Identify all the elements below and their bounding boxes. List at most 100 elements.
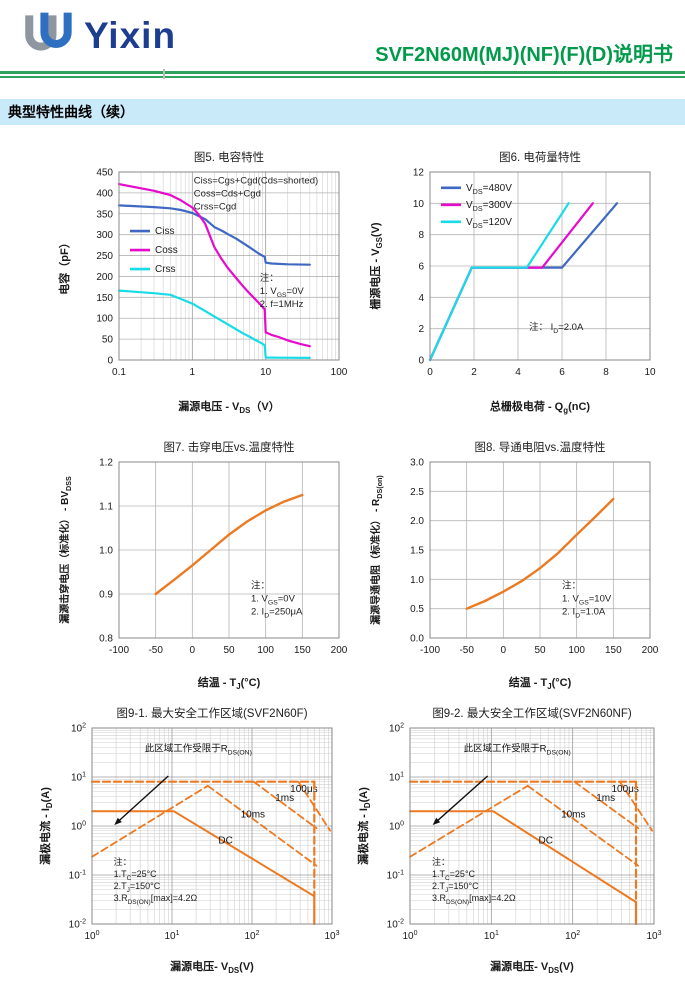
svg-text:100: 100 — [331, 367, 348, 378]
svg-text:102: 102 — [389, 723, 404, 735]
svg-text:102: 102 — [565, 930, 580, 942]
svg-text:150: 150 — [294, 645, 311, 656]
svg-text:图9-2. 最大安全工作区域(SVF2N60NF): 图9-2. 最大安全工作区域(SVF2N60NF) — [432, 706, 632, 720]
svg-text:漏极电流 - ID(A): 漏极电流 - ID(A) — [356, 787, 372, 865]
svg-text:102: 102 — [71, 723, 86, 735]
svg-text:400: 400 — [96, 188, 113, 199]
svg-text:1.0: 1.0 — [410, 575, 424, 586]
svg-text:100: 100 — [389, 821, 404, 833]
svg-text:102: 102 — [244, 930, 259, 942]
svg-text:1.TC=25°C: 1.TC=25°C — [114, 869, 158, 882]
fig9-1-soa-chart: 100μs 1ms 10ms DC 100 101 102 103 102 101 100 10-1 1… — [36, 702, 348, 983]
svg-text:450: 450 — [96, 168, 113, 179]
svg-text:2.5: 2.5 — [410, 487, 424, 498]
svg-text:0: 0 — [418, 356, 424, 367]
svg-text:0: 0 — [501, 645, 507, 656]
header: Yixin SVF2N60M(MJ)(NF)(F)(D)说明书 — [0, 0, 685, 70]
svg-text:1.5: 1.5 — [410, 546, 424, 557]
svg-text:10-1: 10-1 — [69, 870, 86, 882]
header-divider — [0, 69, 685, 79]
svg-text:漏源电压- VDS(V): 漏源电压- VDS(V) — [170, 959, 254, 975]
svg-text:1ms: 1ms — [596, 793, 615, 804]
svg-text:200: 200 — [331, 645, 348, 656]
svg-text:3.RDS(ON)[max]=4.2Ω: 3.RDS(ON)[max]=4.2Ω — [114, 893, 198, 906]
document-title: SVF2N60M(MJ)(NF)(F)(D)说明书 — [375, 44, 673, 66]
svg-text:350: 350 — [96, 209, 113, 220]
svg-text:2. ID=250μA: 2. ID=250μA — [251, 607, 303, 620]
svg-text:6: 6 — [418, 262, 424, 273]
svg-text:100: 100 — [568, 645, 585, 656]
svg-text:10-2: 10-2 — [387, 919, 404, 931]
svg-text:150: 150 — [605, 645, 622, 656]
svg-text:注：: 注： — [251, 580, 270, 592]
svg-text:10: 10 — [644, 367, 656, 378]
svg-text:8: 8 — [603, 367, 609, 378]
svg-text:Ciss: Ciss — [155, 226, 174, 237]
svg-text:DC: DC — [538, 835, 552, 846]
svg-text:0: 0 — [427, 367, 433, 378]
svg-text:3.RDS(ON)[max]=4.2Ω: 3.RDS(ON)[max]=4.2Ω — [432, 893, 516, 906]
svg-text:2.0: 2.0 — [410, 516, 424, 527]
svg-text:1. VGS=10V: 1. VGS=10V — [562, 594, 612, 607]
svg-text:Coss=Cds+Cgd: Coss=Cds+Cgd — [194, 188, 261, 199]
svg-text:栅源电压 - VGS(V): 栅源电压 - VGS(V) — [368, 222, 384, 310]
svg-text:150: 150 — [96, 293, 113, 304]
svg-text:0.5: 0.5 — [410, 604, 424, 615]
svg-text:2: 2 — [418, 324, 424, 335]
svg-text:图6. 电荷量特性: 图6. 电荷量特性 — [499, 150, 581, 164]
svg-text:101: 101 — [71, 772, 86, 784]
svg-text:101: 101 — [389, 772, 404, 784]
yixin-logo: Yixin — [20, 10, 176, 60]
svg-text:4: 4 — [418, 293, 424, 304]
fig6-gate-charge-chart: 0 2 4 6 8 10 0 2 4 6 8 10 12 图6. 电荷量特性 总栅极电荷 - Qg(nC) 栅… — [366, 146, 666, 423]
svg-text:1ms: 1ms — [275, 793, 294, 804]
svg-text:8: 8 — [418, 230, 424, 241]
svg-text:50: 50 — [534, 645, 546, 656]
svg-text:101: 101 — [164, 930, 179, 942]
svg-text:注：: 注： — [562, 580, 581, 592]
svg-text:-100: -100 — [420, 645, 440, 656]
svg-text:10: 10 — [413, 199, 425, 210]
fig7-plot: -100 -50 0 50 100 150 200 0.8 0.9 1.0 1.1 1.2 图7. 击穿… — [58, 440, 348, 691]
fig5-plot: 0.1 1 10 100 0 50 100 150 200 250 300 350 400 450 图5. … — [57, 150, 348, 415]
svg-text:10ms: 10ms — [241, 809, 265, 820]
svg-text:Ciss=Cgs+Cgd(Cds=shorted): Ciss=Cgs+Cgd(Cds=shorted) — [194, 175, 318, 186]
svg-text:50: 50 — [223, 645, 235, 656]
divider-line-bottom — [0, 76, 685, 78]
svg-text:2.TJ=150°C: 2.TJ=150°C — [432, 881, 479, 894]
svg-text:100: 100 — [257, 645, 274, 656]
svg-text:VDS=480V: VDS=480V — [466, 183, 512, 196]
logo-text: Yixin — [84, 14, 177, 56]
fig9-2-soa-chart: 100μs 1ms 10ms DC 100 101 102 103 102 101 100 10-1 1… — [354, 702, 670, 983]
svg-text:10: 10 — [260, 367, 272, 378]
section-title: 典型特性曲线（续） — [8, 104, 134, 120]
svg-text:100: 100 — [96, 314, 113, 325]
svg-text:103: 103 — [324, 930, 339, 942]
svg-text:12: 12 — [413, 168, 425, 179]
svg-text:注： ID=2.0A: 注： ID=2.0A — [529, 321, 584, 335]
svg-text:0.9: 0.9 — [99, 590, 113, 601]
svg-text:250: 250 — [96, 251, 113, 262]
yixin-logo-icon — [25, 12, 72, 51]
fig5-capacitance-chart: 0.1 1 10 100 0 50 100 150 200 250 300 350 400 450 图5. … — [55, 146, 355, 423]
svg-text:100μs: 100μs — [611, 784, 638, 795]
svg-text:2. f=1MHz: 2. f=1MHz — [260, 299, 304, 310]
svg-text:1.0: 1.0 — [99, 546, 113, 557]
svg-text:0: 0 — [190, 645, 196, 656]
divider-tick — [163, 69, 165, 79]
svg-text:100: 100 — [71, 821, 86, 833]
svg-text:-50: -50 — [459, 645, 474, 656]
svg-text:图7. 击穿电压vs.温度特性: 图7. 击穿电压vs.温度特性 — [164, 440, 295, 454]
fig8-on-resistance-chart: -100 -50 0 50 100 150 200 0.0 0.5 1.0 1.5 2.0 2.5 3.0… — [366, 436, 666, 699]
svg-text:-100: -100 — [109, 645, 129, 656]
svg-text:1. VGS=0V: 1. VGS=0V — [260, 286, 305, 299]
svg-text:注：: 注： — [114, 856, 132, 867]
svg-text:注：: 注： — [260, 272, 279, 284]
svg-text:2. ID=1.0A: 2. ID=1.0A — [562, 607, 606, 620]
svg-text:0: 0 — [107, 356, 113, 367]
svg-text:注：: 注： — [432, 856, 450, 867]
